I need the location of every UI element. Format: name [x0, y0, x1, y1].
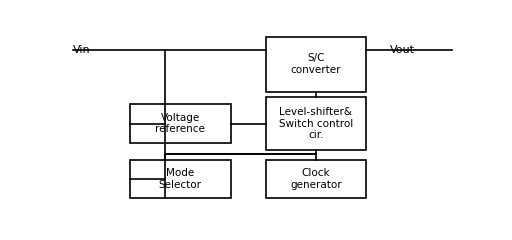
Text: Level-shifter&
Switch control
cir.: Level-shifter& Switch control cir.: [279, 107, 353, 140]
Text: S/C
converter: S/C converter: [291, 54, 341, 75]
Bar: [266, 160, 366, 198]
Text: Vin: Vin: [73, 45, 91, 55]
Text: Vout: Vout: [390, 45, 415, 55]
Text: Mode
Selector: Mode Selector: [159, 168, 202, 190]
Bar: [266, 96, 366, 150]
Text: Voltage
reference: Voltage reference: [155, 113, 205, 134]
Text: Clock
generator: Clock generator: [290, 168, 342, 190]
Bar: [130, 160, 230, 198]
Bar: [266, 36, 366, 92]
Bar: [130, 104, 230, 143]
